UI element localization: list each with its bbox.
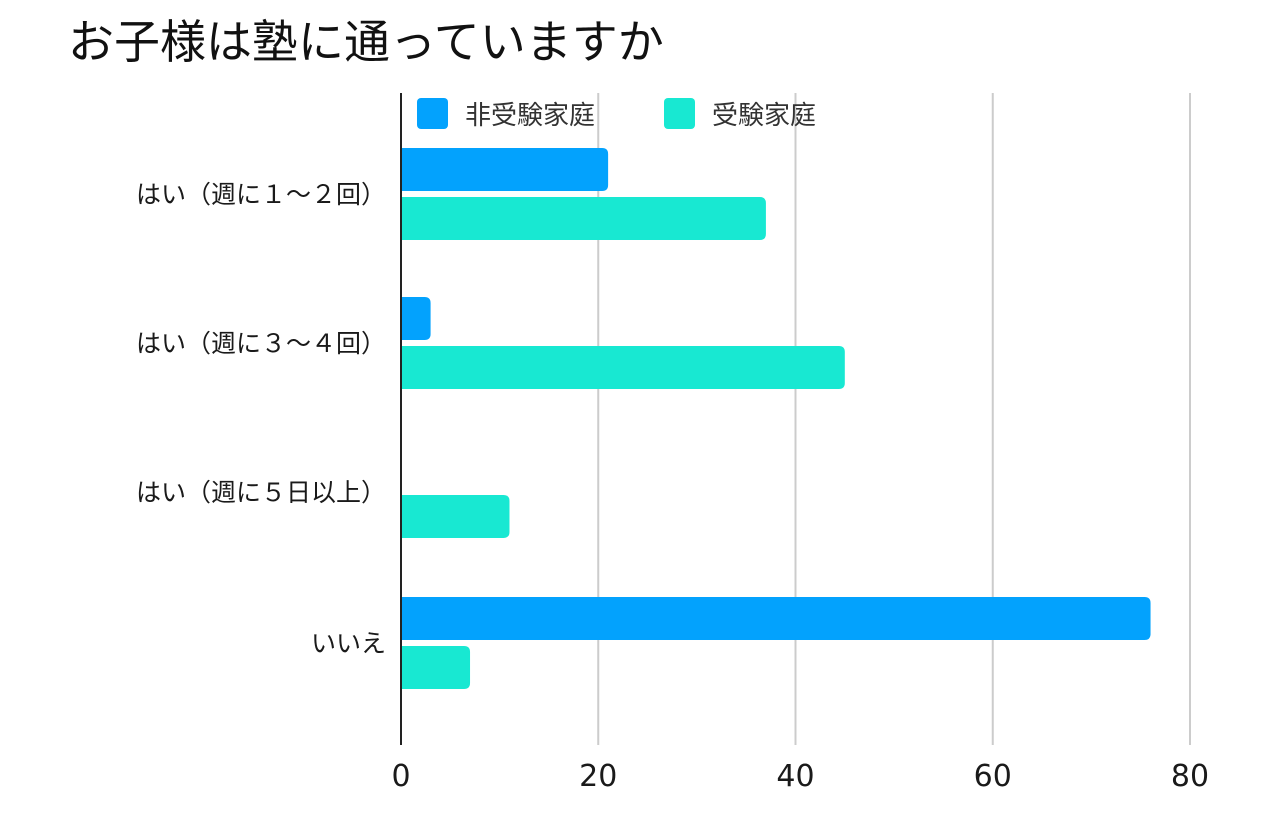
x-tick-label: 0 [391, 759, 410, 794]
bar-exam-4 [401, 646, 471, 689]
legend-swatch [664, 98, 695, 129]
legend: 非受験家庭 受験家庭 [417, 98, 816, 131]
category-label: はい（週に３〜４回） [136, 329, 386, 358]
legend-swatch [417, 98, 448, 129]
category-label: はい（週に１〜２回） [136, 180, 386, 209]
x-tick-label: 60 [974, 759, 1012, 794]
bar-non-exam-1 [401, 148, 609, 191]
bars [401, 148, 1151, 689]
legend-label: 非受験家庭 [465, 101, 595, 131]
bar-exam-1 [401, 197, 766, 240]
chart-title: お子様は塾に通っていますか [68, 15, 664, 69]
legend-label: 受験家庭 [712, 101, 816, 131]
x-tick-labels: 0 20 40 60 80 [391, 759, 1209, 794]
category-labels: はい（週に１〜２回） はい（週に３〜４回） はい（週に５日以上） いいえ [136, 180, 386, 658]
bar-exam-3 [401, 495, 510, 538]
category-label: はい（週に５日以上） [136, 478, 386, 507]
gridlines [597, 93, 1191, 745]
x-tick-label: 20 [579, 759, 617, 794]
bar-non-exam-2 [401, 297, 431, 340]
bar-exam-2 [401, 346, 845, 389]
x-tick-label: 40 [776, 759, 814, 794]
bar-non-exam-4 [401, 597, 1151, 640]
x-tick-label: 80 [1171, 759, 1209, 794]
category-label: いいえ [311, 629, 386, 658]
